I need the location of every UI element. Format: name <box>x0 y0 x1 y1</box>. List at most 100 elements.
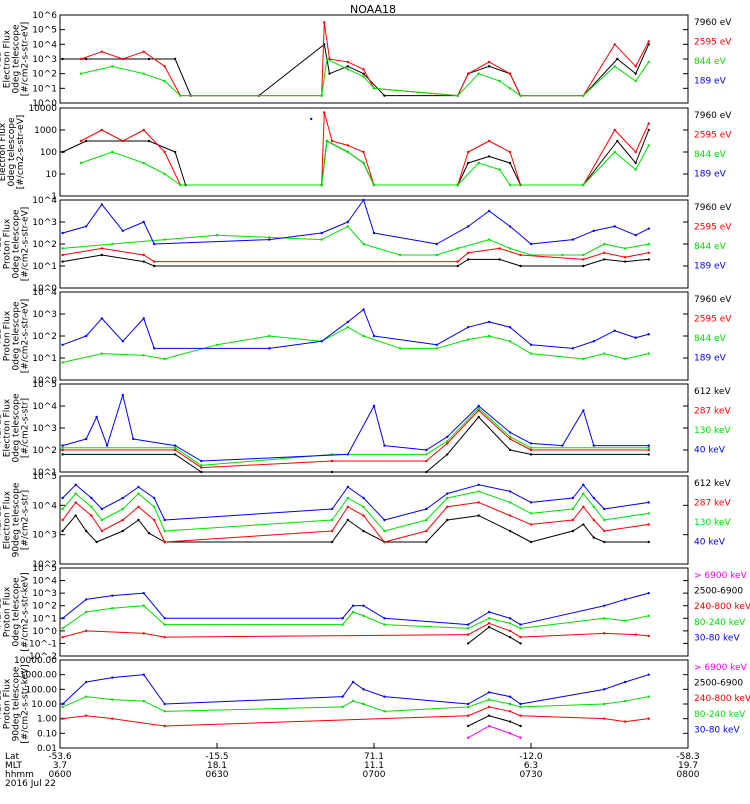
y-tick-label: 10^4 <box>32 577 57 587</box>
series-black <box>61 253 650 268</box>
series-segment <box>174 151 187 186</box>
series-segment <box>85 416 98 440</box>
series-segment <box>509 622 521 629</box>
data-point <box>61 453 64 456</box>
series-segment <box>80 129 103 142</box>
series-segment <box>174 445 202 462</box>
data-point <box>200 466 203 469</box>
series-segment <box>384 617 469 626</box>
y-axis-label-line: [#/cm2-s-str-keV] <box>21 664 31 743</box>
series-segment <box>635 61 650 82</box>
series-segment <box>446 416 480 455</box>
y-tick-label: 10^0 <box>32 284 57 294</box>
series-segment <box>478 416 511 451</box>
data-point <box>613 128 616 132</box>
data-point <box>268 238 271 241</box>
legend-entry: 2595 eV <box>694 315 732 325</box>
series-segment <box>617 58 636 75</box>
series-segment <box>614 330 636 339</box>
data-point <box>100 50 104 53</box>
series-segment <box>363 530 385 543</box>
series-segment <box>488 626 511 638</box>
series-segment <box>363 309 375 337</box>
series-segment <box>582 58 618 97</box>
series-segment <box>122 493 139 510</box>
series-segment <box>154 239 270 245</box>
data-point <box>163 617 166 620</box>
data-point <box>456 264 459 268</box>
series-segment <box>583 353 605 360</box>
data-point <box>84 57 88 61</box>
series-segment <box>143 261 155 267</box>
data-point <box>647 43 650 46</box>
data-point <box>519 627 522 630</box>
data-point <box>111 698 114 701</box>
y-axis-label-line: Proton Flux <box>3 678 13 729</box>
series-segment <box>352 611 364 617</box>
series-segment <box>85 318 103 337</box>
data-point <box>446 435 449 438</box>
series-black <box>61 43 650 97</box>
data-point <box>603 688 606 691</box>
data-point <box>111 242 114 246</box>
panel-1: 10^010^110^210^310^410^510^6TEDElectron … <box>0 11 732 109</box>
legend-entry: 7960 eV <box>694 203 732 213</box>
y-axis-label-line: 0deg telescope <box>12 577 22 647</box>
series-segment <box>509 515 532 525</box>
data-point <box>121 529 125 533</box>
series-segment <box>138 519 150 534</box>
legend-entry: 2595 eV <box>694 38 732 48</box>
data-point <box>84 139 88 143</box>
data-point <box>383 623 386 626</box>
data-point <box>372 334 376 338</box>
data-point <box>84 629 88 633</box>
data-point <box>310 117 313 121</box>
data-point <box>529 352 533 355</box>
data-point <box>624 247 627 250</box>
series-segment <box>509 449 532 455</box>
series-segment <box>582 65 616 97</box>
panel-8: 0.010.101.0010.00100.001000.0010000.00ME… <box>0 656 750 754</box>
data-point <box>153 264 156 268</box>
y-tick-label: 10^4 <box>32 196 57 206</box>
y-tick-label: 10^3 <box>32 531 57 541</box>
data-point <box>519 623 522 626</box>
data-point <box>624 619 627 622</box>
series-segment <box>509 710 521 717</box>
data-point <box>592 505 595 508</box>
data-point <box>173 150 177 154</box>
series-segment <box>614 65 636 82</box>
series-segment <box>593 330 615 342</box>
data-point <box>84 695 88 698</box>
data-point <box>571 347 575 350</box>
data-point <box>121 393 125 397</box>
data-point <box>95 540 98 544</box>
series-segment <box>572 493 584 510</box>
y-axis-label-line: 0deg telescope <box>7 117 17 187</box>
series-segment <box>323 22 331 60</box>
data-point <box>498 168 501 171</box>
data-point <box>634 79 637 83</box>
data-point <box>571 496 575 500</box>
series-segment <box>164 530 333 543</box>
series-blue <box>61 308 650 350</box>
data-point <box>467 161 470 165</box>
series-segment <box>122 318 145 342</box>
data-point <box>383 444 386 447</box>
series-segment <box>604 617 626 622</box>
series-segment <box>582 484 595 499</box>
series-segment <box>447 490 479 499</box>
y-tick-label: 1 <box>51 192 57 202</box>
series-segment <box>90 515 103 532</box>
data-point <box>346 225 350 228</box>
series-segment <box>347 61 364 70</box>
data-point <box>147 139 151 143</box>
data-point <box>142 50 145 53</box>
data-point <box>383 710 386 713</box>
y-axis-label-line: 0deg telescope <box>12 301 22 371</box>
series-segment <box>62 335 87 346</box>
data-point <box>330 540 334 544</box>
data-point <box>603 702 606 706</box>
data-point <box>84 225 88 228</box>
